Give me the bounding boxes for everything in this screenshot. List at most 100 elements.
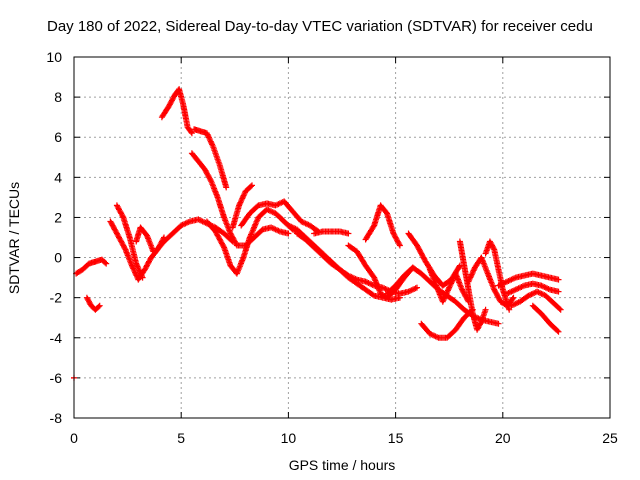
data-layer <box>71 86 564 381</box>
data-point <box>266 202 268 205</box>
data-point <box>94 308 97 311</box>
plot-frame <box>73 56 611 419</box>
data-point <box>257 204 260 207</box>
data-point <box>191 132 193 134</box>
data-point <box>461 288 463 291</box>
data-point <box>416 286 418 289</box>
series-s9 <box>188 150 292 249</box>
data-point <box>279 216 281 219</box>
series-markers <box>418 306 476 341</box>
data-point <box>94 260 97 263</box>
data-point <box>167 106 170 108</box>
data-point <box>356 250 358 253</box>
data-point <box>497 268 500 271</box>
data-point <box>321 230 324 233</box>
grid-layer <box>74 57 610 418</box>
data-point <box>178 88 180 90</box>
data-point <box>373 276 376 279</box>
data-point <box>330 262 333 265</box>
data-point <box>163 240 165 243</box>
data-point <box>489 320 491 323</box>
data-point <box>557 278 560 281</box>
data-point <box>90 304 92 307</box>
data-point <box>480 256 483 259</box>
data-point <box>257 216 260 219</box>
data-point <box>180 224 182 227</box>
data-point <box>559 308 562 311</box>
data-point <box>373 294 376 297</box>
data-point <box>549 288 551 291</box>
data-point <box>75 272 77 275</box>
series-s26 <box>495 270 562 289</box>
data-point <box>105 262 107 265</box>
data-point <box>197 160 200 163</box>
y-tick-label: -4 <box>50 330 63 346</box>
data-point <box>131 264 133 267</box>
data-point <box>225 186 227 189</box>
data-point <box>347 232 350 235</box>
series-markers <box>73 256 110 277</box>
data-point <box>514 288 517 291</box>
data-point <box>124 248 127 251</box>
data-point <box>506 280 508 283</box>
data-point <box>454 300 457 303</box>
data-point <box>141 276 144 279</box>
y-tick-label: -8 <box>50 410 63 426</box>
series-s28 <box>508 288 564 313</box>
series-s27 <box>504 280 562 297</box>
chart-title: Day 180 of 2022, Sidereal Day-to-day VTE… <box>47 18 593 35</box>
data-point <box>512 296 515 299</box>
data-point <box>189 220 191 223</box>
series-s11 <box>203 206 305 277</box>
data-point <box>197 218 200 221</box>
data-point <box>249 212 251 215</box>
data-point <box>519 300 521 303</box>
data-point <box>467 280 470 283</box>
data-point <box>274 212 277 215</box>
data-point <box>407 290 410 293</box>
data-point <box>283 200 285 203</box>
data-point <box>216 196 219 199</box>
data-point <box>210 180 212 183</box>
data-point <box>313 246 315 249</box>
data-point <box>266 208 268 211</box>
data-point <box>399 244 401 247</box>
y-tick-label: 10 <box>46 49 62 65</box>
data-point <box>420 272 423 275</box>
data-point <box>240 224 242 227</box>
data-point <box>557 331 560 333</box>
data-point <box>463 264 466 267</box>
data-point <box>214 230 217 233</box>
y-tick-label: 2 <box>54 209 62 225</box>
data-point <box>532 304 534 307</box>
series-markers <box>294 230 420 297</box>
series-s24 <box>465 254 517 309</box>
data-point <box>379 292 382 295</box>
data-point <box>300 220 303 223</box>
data-point <box>446 337 448 339</box>
data-point <box>139 226 142 229</box>
data-point <box>514 276 517 279</box>
data-point <box>448 286 451 289</box>
data-point <box>330 230 333 233</box>
data-point <box>429 280 431 283</box>
data-point <box>435 284 438 287</box>
data-point <box>261 228 264 231</box>
data-point <box>527 294 530 297</box>
data-point <box>174 94 176 96</box>
data-point <box>191 152 193 155</box>
data-point <box>199 130 202 132</box>
data-point <box>557 290 560 293</box>
data-point <box>98 304 101 307</box>
data-point <box>480 320 483 323</box>
data-point <box>536 290 538 293</box>
y-tick-label: -2 <box>50 290 63 306</box>
data-point <box>347 244 350 247</box>
data-point <box>549 322 551 325</box>
data-point <box>540 274 543 277</box>
data-point <box>206 132 208 134</box>
data-point <box>287 224 290 227</box>
data-point <box>309 224 311 227</box>
data-point <box>442 300 444 303</box>
data-point <box>373 224 376 227</box>
